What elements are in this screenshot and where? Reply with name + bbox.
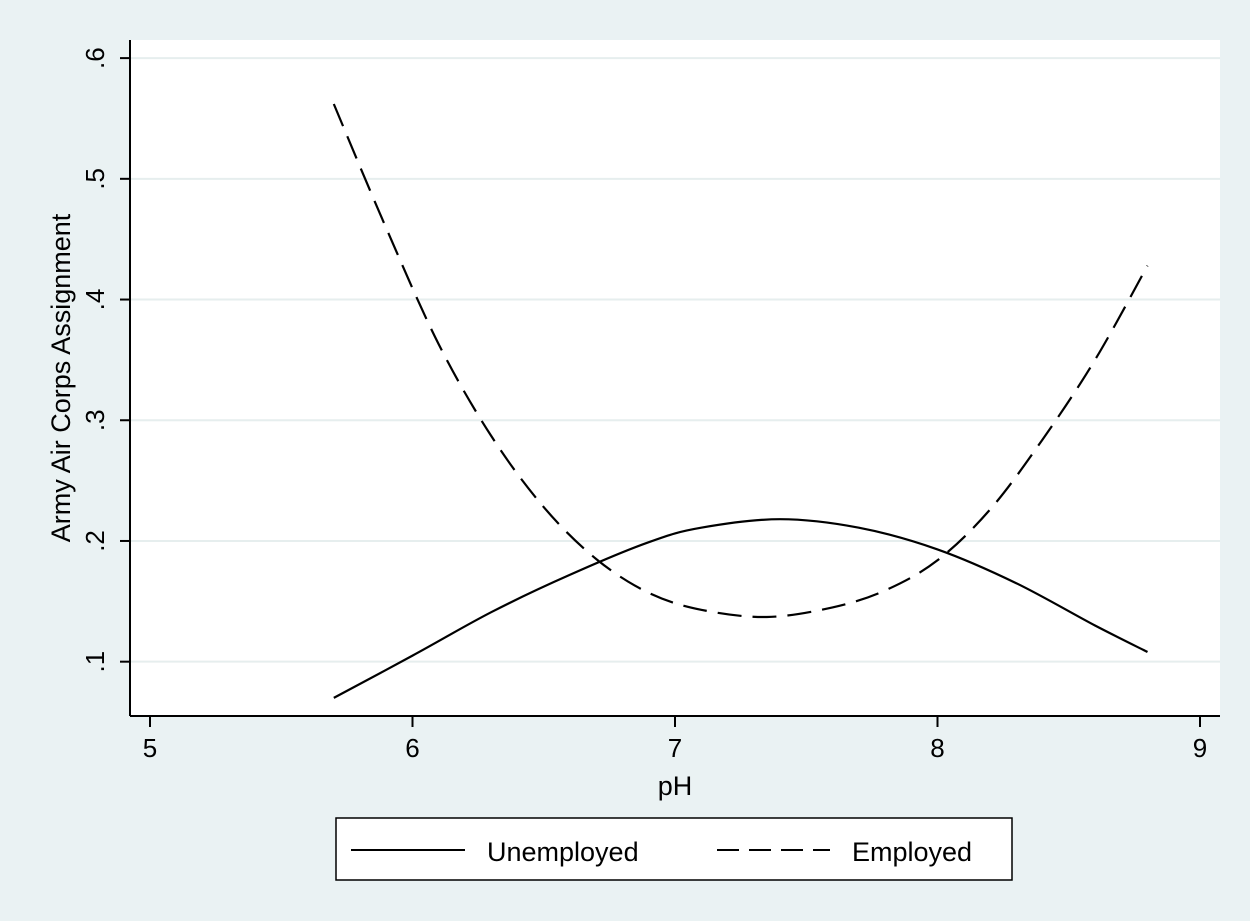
y-tick-label: .3 bbox=[80, 409, 110, 431]
y-tick-label: .4 bbox=[80, 289, 110, 311]
x-tick-label: 8 bbox=[930, 733, 944, 763]
legend-label-unemployed: Unemployed bbox=[487, 837, 639, 867]
series-line-unemployed bbox=[333, 518, 1148, 699]
legend-label-employed: Employed bbox=[852, 837, 972, 867]
x-tick-label: 7 bbox=[668, 733, 682, 763]
y-tick-label: .2 bbox=[80, 530, 110, 552]
y-tick-label: .5 bbox=[80, 168, 110, 190]
x-ticks: 5 6 7 8 9 bbox=[143, 716, 1207, 763]
gridlines bbox=[130, 57, 1220, 663]
x-axis-title: pH bbox=[658, 771, 693, 801]
y-axis-title: Army Air Corps Assignment bbox=[46, 213, 76, 542]
series-line-employed bbox=[332, 103, 1149, 619]
legend: Unemployed Employed bbox=[335, 817, 1013, 881]
y-tick-label: .6 bbox=[80, 47, 110, 69]
x-tick-label: 5 bbox=[143, 733, 157, 763]
x-tick-label: 9 bbox=[1193, 733, 1207, 763]
y-tick-label: .1 bbox=[80, 651, 110, 673]
y-ticks: .1 .2 .3 .4 .5 .6 bbox=[80, 47, 130, 673]
series-lines bbox=[332, 103, 1149, 699]
plot-area bbox=[130, 40, 1220, 716]
x-tick-label: 6 bbox=[405, 733, 419, 763]
